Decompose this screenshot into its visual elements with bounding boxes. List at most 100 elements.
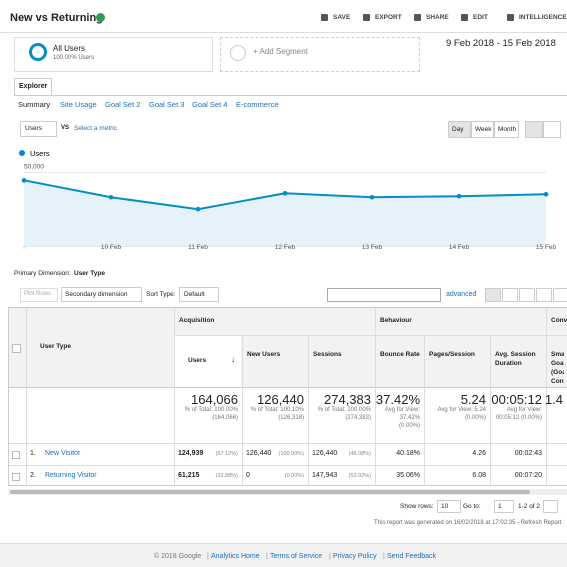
action-icon[interactable] — [507, 14, 514, 21]
action-icon[interactable] — [414, 14, 421, 21]
column-header[interactable]: Sessions — [313, 351, 342, 358]
secondary-button[interactable] — [61, 287, 142, 302]
row-index: 1. — [30, 450, 36, 457]
granularity-label[interactable]: Month — [498, 126, 517, 133]
checkbox[interactable] — [12, 473, 20, 481]
add-segment-box[interactable] — [220, 37, 420, 72]
footer-link: © 2018 Google — [154, 553, 202, 560]
subtab[interactable]: E-commerce — [236, 100, 279, 109]
metric-primary: Users — [25, 125, 42, 132]
rows-value[interactable]: 10 — [441, 503, 449, 510]
add-segment[interactable]: + Add Segment — [253, 47, 308, 56]
view-button[interactable] — [536, 288, 552, 302]
footer-link[interactable]: Privacy Policy — [333, 553, 377, 560]
table-totals-bg — [9, 387, 567, 442]
total-value: 164,066 — [191, 392, 238, 407]
sort-button[interactable] — [179, 287, 219, 302]
view-button[interactable] — [485, 288, 501, 302]
column-header[interactable]: Pages/Session — [429, 351, 475, 358]
row-name[interactable]: New Visitor — [45, 450, 81, 457]
total-detail: % of Total: 100.00% (274,383) — [317, 407, 371, 421]
checkbox[interactable] — [12, 344, 21, 353]
granularity-button[interactable] — [448, 121, 471, 138]
column-header[interactable]: Smart Goals (Goal Conversion Rate) — [551, 351, 564, 384]
page-input[interactable] — [494, 500, 514, 513]
subtab[interactable]: Goal Set 2 — [105, 100, 141, 109]
metric-dropdown[interactable] — [20, 121, 57, 137]
table-border — [8, 307, 567, 486]
prev-button[interactable] — [543, 500, 558, 513]
advanced-link[interactable]: advanced — [446, 291, 477, 298]
segment-ring — [29, 43, 47, 61]
view-button[interactable] — [502, 288, 518, 302]
sort-label: Sort Type: — [146, 291, 176, 298]
rows-select[interactable] — [437, 500, 461, 513]
group-header: Conversions — [551, 317, 567, 324]
action-button[interactable]: EXPORT — [375, 14, 402, 21]
metric-select[interactable]: Select a metric — [74, 125, 117, 132]
search-input[interactable] — [327, 288, 441, 302]
footer-link[interactable]: Analytics Home — [211, 553, 260, 560]
metric-vs: VS — [61, 125, 70, 131]
point — [21, 178, 27, 183]
action-button[interactable]: SAVE — [333, 14, 351, 21]
column-header[interactable]: Bounce Rate — [380, 351, 420, 358]
segment-detail: 100.00% Users — [53, 55, 95, 61]
total-detail: % of Total: 100.00% (164,066) — [184, 407, 238, 421]
sort-arrow: ↓ — [231, 355, 235, 364]
chart-type-button[interactable] — [525, 121, 543, 138]
view-button[interactable] — [553, 288, 567, 302]
goto-label: Go to: — [463, 503, 481, 510]
segment-box — [14, 37, 213, 72]
column-header[interactable]: Users — [188, 357, 207, 364]
subtab[interactable]: Goal Set 4 — [192, 100, 228, 109]
granularity-label[interactable]: Day — [452, 126, 464, 133]
secondary-dimension[interactable]: Secondary dimension — [65, 291, 128, 298]
total-value: 126,440 — [257, 392, 304, 407]
action-button[interactable]: SHARE — [426, 14, 449, 21]
date-range[interactable]: 9 Feb 2018 - 15 Feb 2018 — [446, 38, 556, 49]
sort-value[interactable]: Default — [184, 291, 205, 298]
row-divider — [9, 465, 567, 466]
x-tick-label: 10 Feb — [101, 244, 122, 251]
column-divider — [546, 336, 547, 486]
point — [369, 194, 375, 200]
motion-button[interactable] — [543, 121, 561, 138]
checkbox[interactable] — [12, 451, 20, 459]
total-detail: % of Total: 100.10% (126,318) — [250, 407, 304, 421]
column-header[interactable]: Avg. Session Duration — [495, 351, 536, 367]
action-icon[interactable] — [321, 14, 328, 21]
plot-rows-button[interactable] — [20, 288, 58, 302]
action-icon[interactable] — [363, 14, 370, 21]
subtab[interactable]: Site Usage — [60, 100, 97, 109]
footer-link[interactable]: Terms of Service — [270, 553, 323, 560]
header-divider — [174, 335, 567, 336]
cell-value: 126,440 — [312, 450, 338, 457]
footer-link[interactable]: Send Feedback — [387, 553, 437, 560]
x-tick-label: 11 Feb — [188, 244, 208, 251]
dimension-label: Primary Dimension: — [14, 270, 71, 277]
action-button[interactable]: EDIT — [473, 14, 488, 21]
dim-header: User Type — [40, 343, 71, 350]
point — [282, 190, 288, 196]
row-divider — [9, 443, 567, 444]
column-header[interactable]: New Users — [247, 351, 281, 358]
scrollbar-thumb[interactable] — [10, 490, 530, 494]
action-icon[interactable] — [461, 14, 468, 21]
subtab[interactable]: Goal Set 3 — [149, 100, 185, 109]
row-name[interactable]: Returning Visitor — [45, 472, 97, 479]
subtab[interactable]: Summary — [18, 100, 51, 109]
action-button[interactable]: INTELLIGENCE — [519, 14, 567, 21]
plot-rows[interactable]: Plot Rows — [24, 291, 52, 297]
granularity-button[interactable] — [494, 121, 519, 138]
granularity-button[interactable] — [471, 121, 494, 138]
granularity-label[interactable]: Week — [475, 126, 492, 133]
point — [456, 193, 462, 199]
cell-value: 00:02:43 — [514, 450, 542, 457]
view-button[interactable] — [519, 288, 535, 302]
show-rows-label: Show rows: — [400, 503, 434, 510]
tab — [14, 78, 52, 96]
page-value[interactable]: 1 — [498, 503, 502, 510]
